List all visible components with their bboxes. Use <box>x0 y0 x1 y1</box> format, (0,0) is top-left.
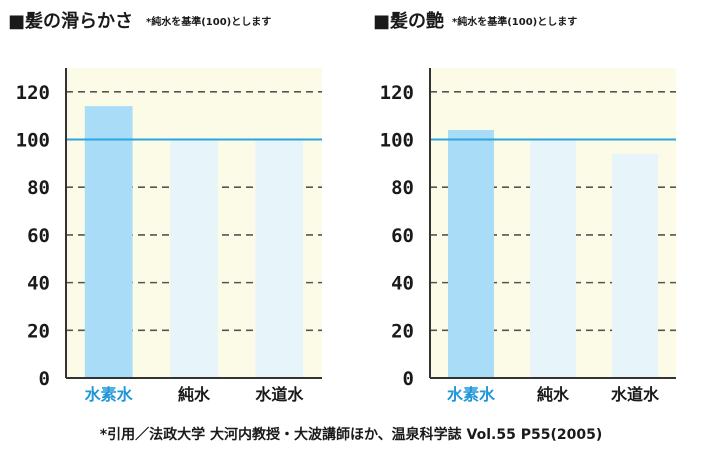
category-labels: 水素水 純水 水道水 <box>85 385 305 404</box>
category-label: 水素水 <box>447 385 496 404</box>
y-tick-labels: 0 20 40 60 80 100 120 <box>16 82 50 390</box>
y-tick-labels: 0 20 40 60 80 100 120 <box>380 82 414 390</box>
bar <box>530 139 576 378</box>
chart-gloss: ■髪の艶 *純水を基準(100)とします 0 20 40 60 80 100 120 水素水… <box>373 10 676 404</box>
axes <box>65 68 322 379</box>
category-label: 水道水 <box>255 385 304 404</box>
chart-title: ■髪の滑らかさ <box>8 10 133 32</box>
y-tick-label: 100 <box>380 130 414 152</box>
category-label: 純水 <box>537 385 570 404</box>
y-tick-label: 120 <box>16 82 50 104</box>
chart-note: *純水を基準(100)とします <box>452 15 577 28</box>
chart-title: ■髪の艶 <box>373 10 444 32</box>
category-label: 水素水 <box>85 385 134 404</box>
y-tick-label: 0 <box>403 368 414 390</box>
y-tick-label: 80 <box>391 177 414 199</box>
bar <box>255 139 304 378</box>
y-tick-label: 100 <box>16 130 50 152</box>
y-tick-label: 120 <box>380 82 414 104</box>
y-tick-label: 20 <box>27 320 50 342</box>
bar <box>170 139 218 378</box>
bars <box>84 106 304 379</box>
category-labels: 水素水 純水 水道水 <box>447 385 660 404</box>
y-tick-label: 40 <box>391 273 414 295</box>
y-tick-label: 20 <box>391 320 414 342</box>
y-tick-label: 80 <box>27 177 50 199</box>
y-tick-label: 0 <box>39 368 50 390</box>
chart-note: *純水を基準(100)とします <box>146 15 271 28</box>
bar <box>612 153 658 378</box>
y-tick-label: 60 <box>27 225 50 247</box>
category-label: 水道水 <box>611 385 660 404</box>
category-label: 純水 <box>178 385 211 404</box>
source-citation: *引用／法政大学 大河内教授・大波講師ほか、温泉科学誌 Vol.55 P55(2… <box>99 427 603 443</box>
bars <box>448 130 658 378</box>
bar <box>84 106 133 379</box>
bar <box>448 130 494 378</box>
axes <box>429 68 676 379</box>
y-tick-label: 60 <box>391 225 414 247</box>
y-tick-label: 40 <box>27 273 50 295</box>
chart-smoothness: ■髪の滑らかさ *純水を基準(100)とします 020406080100120 … <box>8 10 322 404</box>
